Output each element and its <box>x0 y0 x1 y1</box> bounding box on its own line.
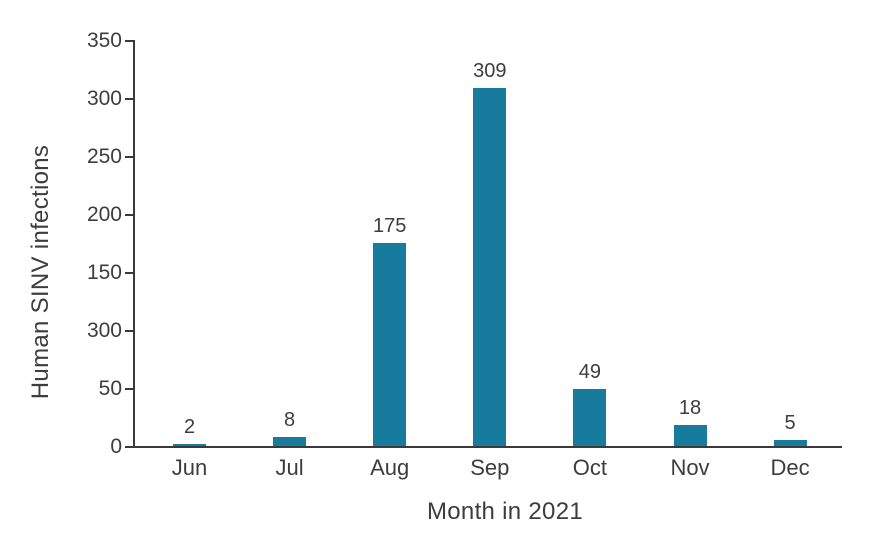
bar-value-label: 5 <box>784 412 796 434</box>
x-category-label: Dec <box>770 455 810 480</box>
y-tick-label: 150 <box>86 261 122 284</box>
y-tick-mark <box>125 40 133 42</box>
bar <box>774 440 807 446</box>
y-axis-spine <box>133 40 135 448</box>
bar <box>674 425 707 446</box>
bar <box>473 88 506 446</box>
bar-value-label: 8 <box>284 409 296 431</box>
bar <box>273 437 306 446</box>
y-tick-mark <box>125 330 133 332</box>
bar <box>173 444 206 446</box>
y-tick-label: 300 <box>86 319 122 342</box>
bar <box>573 389 606 446</box>
y-tick-mark <box>125 156 133 158</box>
y-tick-label: 250 <box>86 145 122 168</box>
x-axis-spine <box>133 446 842 448</box>
y-tick-mark <box>125 98 133 100</box>
y-tick-mark <box>125 388 133 390</box>
bar <box>373 243 406 446</box>
x-category-label: Oct <box>572 455 608 480</box>
x-category-label: Jun <box>171 455 208 480</box>
x-category-label: Aug <box>370 455 410 480</box>
y-tick-mark <box>125 446 133 448</box>
y-tick-label: 0 <box>110 435 122 458</box>
y-tick-label: 50 <box>98 377 122 400</box>
bar-value-label: 49 <box>578 361 602 383</box>
bar-value-label: 309 <box>473 60 507 82</box>
x-category-label: Sep <box>470 455 510 480</box>
y-tick-mark <box>125 214 133 216</box>
x-category-label: Jul <box>275 455 304 480</box>
bar-value-label: 2 <box>183 416 196 438</box>
y-tick-label: 300 <box>86 87 122 110</box>
x-category-label: Nov <box>670 455 710 480</box>
x-axis-title: Month in 2021 <box>426 498 584 525</box>
y-tick-label: 200 <box>86 203 122 226</box>
bar-value-label: 18 <box>678 397 702 419</box>
y-tick-label: 350 <box>86 29 122 52</box>
bar-value-label: 175 <box>373 215 407 237</box>
y-tick-mark <box>125 272 133 274</box>
